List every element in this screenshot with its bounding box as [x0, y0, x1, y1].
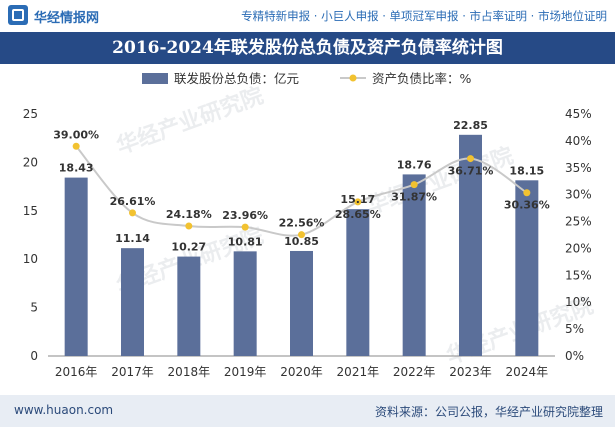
- watermark-text: 华经产业研究院: [113, 83, 267, 160]
- y-tick-label: 15: [23, 204, 38, 218]
- bar-value-label: 18.43: [59, 162, 94, 175]
- bar: [346, 209, 370, 356]
- x-tick-label: 2020年: [280, 365, 323, 379]
- x-tick-label: 2022年: [393, 365, 436, 379]
- bar: [459, 134, 482, 356]
- bar: [177, 256, 201, 356]
- y2-tick-label: 30%: [565, 188, 592, 202]
- y2-tick-label: 10%: [565, 295, 592, 309]
- y2-tick-label: 25%: [565, 215, 592, 229]
- bar-value-label: 10.85: [284, 235, 319, 248]
- x-tick-label: 2024年: [506, 365, 549, 379]
- y-tick-label: 25: [23, 107, 38, 121]
- bar: [121, 248, 144, 356]
- ratio-point: [523, 189, 531, 197]
- x-tick-label: 2017年: [111, 365, 154, 379]
- ratio-value-label: 22.56%: [279, 217, 325, 230]
- bar: [290, 250, 313, 356]
- bar-value-label: 18.76: [397, 158, 432, 171]
- x-tick-label: 2018年: [168, 365, 211, 379]
- legend-swatch-marker: [349, 74, 357, 82]
- ratio-value-label: 23.96%: [222, 209, 268, 222]
- bar: [233, 251, 257, 356]
- ratio-point: [354, 198, 362, 206]
- y2-tick-label: 5%: [565, 322, 584, 336]
- ratio-point: [467, 155, 474, 163]
- y-tick-label: 10: [23, 252, 38, 266]
- y2-tick-label: 20%: [565, 241, 592, 255]
- ratio-point: [410, 181, 418, 189]
- y2-tick-label: 15%: [565, 268, 592, 282]
- footer-site: www.huaon.com: [14, 403, 114, 417]
- y2-tick-label: 35%: [565, 161, 592, 175]
- footer-bar: www.huaon.com 资料来源：公司公报，华经产业研究院整理: [0, 395, 615, 427]
- bar: [515, 180, 539, 356]
- footer-source: 资料来源：公司公报，华经产业研究院整理: [374, 405, 603, 419]
- legend-label-bar: 联发股份总负债：亿元: [174, 71, 299, 86]
- legend-label-line: 资产负债比率：%: [372, 71, 472, 86]
- ratio-point: [298, 231, 305, 239]
- y-tick-label: 20: [23, 155, 38, 169]
- ratio-value-label: 36.71%: [448, 165, 494, 178]
- ratio-point: [241, 223, 249, 231]
- brand-name: 华经情报网: [34, 11, 100, 26]
- header-tagline: 专精特新申报 · 小巨人申报 · 单项冠军申报 · 市占率证明 · 市场地位证明: [241, 9, 607, 23]
- chart-title: 2016-2024年联发股份总负债及资产负债率统计图: [112, 38, 503, 58]
- x-tick-label: 2019年: [224, 365, 267, 379]
- bar-value-label: 18.15: [509, 164, 544, 177]
- line-series: [72, 142, 531, 239]
- legend-swatch-bar: [142, 73, 168, 84]
- x-tick-label: 2016年: [55, 365, 98, 379]
- bar-value-label: 10.81: [228, 235, 263, 248]
- y2-tick-label: 40%: [565, 134, 592, 148]
- bar-value-label: 10.27: [171, 241, 206, 254]
- chart-legend: 联发股份总负债：亿元 资产负债比率：%: [142, 71, 472, 86]
- bar: [402, 174, 426, 356]
- bar-value-label: 15.17: [340, 193, 375, 206]
- y-tick-label: 5: [30, 301, 38, 315]
- y-tick-label: 0: [30, 349, 38, 363]
- ratio-value-label: 26.61%: [110, 195, 156, 208]
- bar-value-label: 22.85: [453, 119, 488, 132]
- x-tick-label: 2021年: [337, 365, 380, 379]
- y2-tick-label: 45%: [565, 107, 592, 121]
- ratio-point: [72, 142, 80, 150]
- ratio-value-label: 39.00%: [53, 128, 99, 141]
- ratio-point: [129, 209, 136, 217]
- logo-icon: [8, 5, 28, 25]
- bar: [64, 177, 88, 356]
- x-tick-label: 2023年: [449, 365, 492, 379]
- ratio-value-label: 24.18%: [166, 208, 212, 221]
- ratio-point: [185, 222, 193, 230]
- title-bar: 2016-2024年联发股份总负债及资产负债率统计图: [0, 32, 615, 64]
- ratio-value-label: 31.87%: [391, 191, 437, 204]
- y2-tick-label: 0%: [565, 349, 584, 363]
- ratio-value-label: 30.36%: [504, 199, 550, 212]
- chart-area: 华经产业研究院华经产业研究院华经产业研究院华经产业研究院 联发股份总负债：亿元资…: [23, 71, 597, 379]
- data-labels: 18.43 11.14 10.27 10.81 10.85 15.17 18.76 22.85…: [53, 119, 549, 254]
- header-bar: 华经情报网 专精特新申报 · 小巨人申报 · 单项冠军申报 · 市占率证明 · …: [0, 0, 615, 32]
- bar-value-label: 11.14: [115, 232, 150, 245]
- bar-series: [64, 134, 539, 356]
- watermark-text: 华经产业研究院: [363, 143, 517, 220]
- ratio-value-label: 28.65%: [335, 208, 381, 221]
